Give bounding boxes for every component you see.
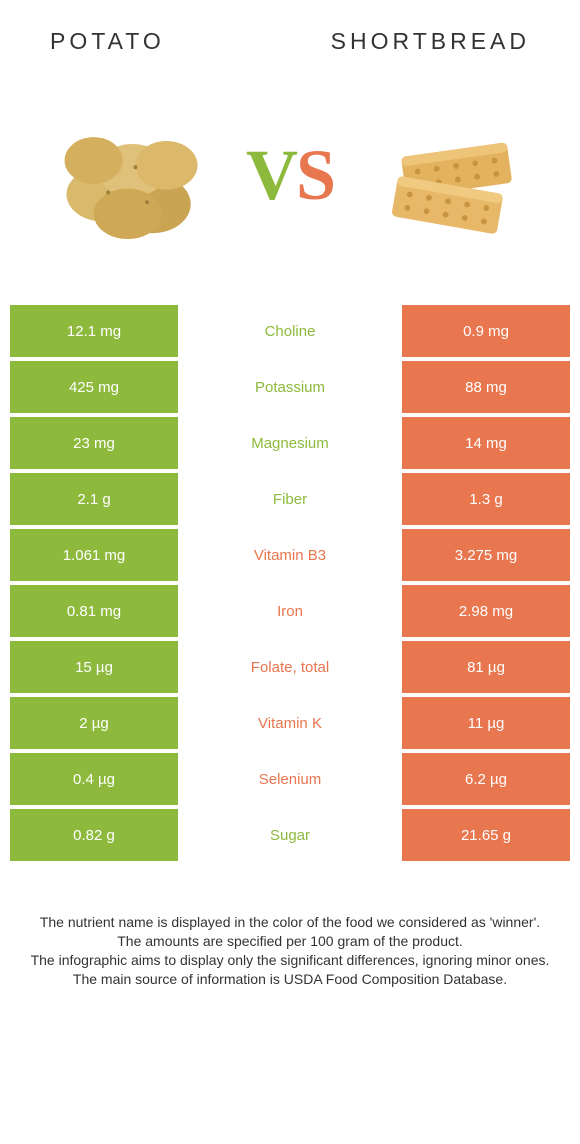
- table-row: 2.1 gFiber1.3 g: [10, 473, 570, 525]
- vs-s: S: [296, 134, 334, 217]
- cell-right-value: 81 µg: [402, 641, 570, 693]
- cell-left-value: 2 µg: [10, 697, 178, 749]
- table-row: 12.1 mgCholine0.9 mg: [10, 305, 570, 357]
- cell-left-value: 0.81 mg: [10, 585, 178, 637]
- cell-nutrient-label: Iron: [178, 585, 402, 637]
- header: POTATO SHORTBREAD: [0, 0, 580, 65]
- cell-left-value: 12.1 mg: [10, 305, 178, 357]
- cell-nutrient-label: Potassium: [178, 361, 402, 413]
- footer-line: The main source of information is USDA F…: [24, 970, 556, 989]
- table-row: 0.81 mgIron2.98 mg: [10, 585, 570, 637]
- shortbread-image: [365, 95, 530, 255]
- vs-v: V: [246, 134, 296, 217]
- cell-left-value: 23 mg: [10, 417, 178, 469]
- cell-right-value: 0.9 mg: [402, 305, 570, 357]
- footer-notes: The nutrient name is displayed in the co…: [0, 865, 580, 989]
- cell-nutrient-label: Vitamin B3: [178, 529, 402, 581]
- table-row: 15 µgFolate, total81 µg: [10, 641, 570, 693]
- cell-right-value: 3.275 mg: [402, 529, 570, 581]
- nutrition-table: 12.1 mgCholine0.9 mg425 mgPotassium88 mg…: [10, 305, 570, 861]
- cell-nutrient-label: Magnesium: [178, 417, 402, 469]
- cell-right-value: 11 µg: [402, 697, 570, 749]
- cell-left-value: 2.1 g: [10, 473, 178, 525]
- cell-nutrient-label: Vitamin K: [178, 697, 402, 749]
- table-row: 1.061 mgVitamin B33.275 mg: [10, 529, 570, 581]
- cell-left-value: 425 mg: [10, 361, 178, 413]
- cell-nutrient-label: Fiber: [178, 473, 402, 525]
- footer-line: The nutrient name is displayed in the co…: [24, 913, 556, 932]
- cell-right-value: 2.98 mg: [402, 585, 570, 637]
- title-left: POTATO: [50, 28, 165, 55]
- cell-nutrient-label: Selenium: [178, 753, 402, 805]
- cell-right-value: 1.3 g: [402, 473, 570, 525]
- table-row: 425 mgPotassium88 mg: [10, 361, 570, 413]
- table-row: 2 µgVitamin K11 µg: [10, 697, 570, 749]
- cell-right-value: 88 mg: [402, 361, 570, 413]
- cell-right-value: 6.2 µg: [402, 753, 570, 805]
- potato-image: [50, 95, 215, 255]
- title-right: SHORTBREAD: [331, 28, 530, 55]
- table-row: 0.82 gSugar21.65 g: [10, 809, 570, 861]
- cell-right-value: 14 mg: [402, 417, 570, 469]
- vs-label: V S: [246, 134, 334, 217]
- images-row: V S: [0, 65, 580, 305]
- cell-left-value: 0.82 g: [10, 809, 178, 861]
- footer-line: The infographic aims to display only the…: [24, 951, 556, 970]
- cell-left-value: 15 µg: [10, 641, 178, 693]
- footer-line: The amounts are specified per 100 gram o…: [24, 932, 556, 951]
- cell-nutrient-label: Folate, total: [178, 641, 402, 693]
- cell-nutrient-label: Sugar: [178, 809, 402, 861]
- cell-left-value: 0.4 µg: [10, 753, 178, 805]
- table-row: 23 mgMagnesium14 mg: [10, 417, 570, 469]
- cell-nutrient-label: Choline: [178, 305, 402, 357]
- cell-left-value: 1.061 mg: [10, 529, 178, 581]
- table-row: 0.4 µgSelenium6.2 µg: [10, 753, 570, 805]
- cell-right-value: 21.65 g: [402, 809, 570, 861]
